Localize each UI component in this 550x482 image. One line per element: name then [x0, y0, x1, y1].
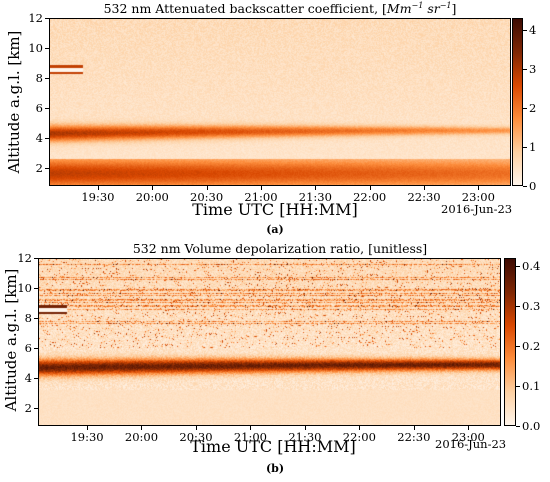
chart-b-colorbar-tick-label: 0.2 — [522, 339, 541, 353]
panel-a: 532 nm Attenuated backscatter coefficien… — [0, 0, 550, 240]
chart-a-xtick-label: 21:00 — [244, 190, 278, 204]
chart-a-ytick-mark — [45, 138, 49, 139]
chart-b-ytick-label: 12 — [17, 251, 32, 265]
chart-a-ytick-mark — [45, 18, 49, 19]
chart-a-xtick-label: 19:30 — [81, 190, 115, 204]
chart-b-xtick-label: 20:30 — [179, 430, 213, 444]
chart-b-colorbar-tick-mark — [516, 346, 520, 347]
chart-b-xtick-label: 22:30 — [397, 430, 431, 444]
chart-a-xtick-mark — [260, 186, 262, 190]
chart-a-colorbar-tick-label: 1 — [529, 139, 537, 154]
chart-a-xtick-mark — [97, 186, 99, 190]
chart-b-ytick-mark — [34, 378, 38, 379]
chart-a-ytick-mark — [45, 78, 49, 79]
chart-a-colorbar-tick-mark — [523, 29, 527, 31]
chart-b-colorbar — [504, 258, 516, 426]
chart-b-xtick-mark — [141, 426, 143, 430]
chart-b-xtick-mark — [413, 426, 415, 430]
chart-a-xlabel: Time UTC [HH:MM] — [192, 200, 358, 219]
chart-a-colorbar-tick-mark — [523, 186, 527, 187]
chart-b-xtick-mark — [250, 426, 252, 430]
chart-a-ytick-label: 2 — [35, 161, 43, 175]
chart-a-plot-area — [49, 18, 511, 186]
chart-a-ytick-mark — [45, 108, 49, 109]
chart-b-caption: (b) — [265, 462, 285, 475]
chart-a-ylabel: Altitude a.g.l. [km] — [5, 30, 23, 174]
chart-b-colorbar-tick-label: 0.1 — [522, 379, 541, 393]
chart-b-xtick-mark — [359, 426, 361, 430]
chart-a-ytick-label: 4 — [35, 131, 43, 145]
chart-a-title: 532 nm Attenuated backscatter coefficien… — [103, 1, 457, 17]
chart-a-colorbar-tick-mark — [523, 68, 527, 70]
chart-b-xlabel: Time UTC [HH:MM] — [190, 437, 356, 456]
chart-a-xtick-label: 22:00 — [353, 190, 387, 204]
chart-b-ytick-label: 4 — [24, 371, 32, 385]
chart-b-ytick-mark — [34, 408, 38, 409]
chart-a-ytick-mark — [45, 48, 49, 49]
chart-b-ylabel: Altitude a.g.l. [km] — [2, 268, 20, 412]
chart-a-ytick-label: 10 — [28, 41, 43, 55]
chart-a-xtick-mark — [369, 186, 371, 190]
chart-b-title: 532 nm Volume depolarization ratio, [uni… — [132, 241, 428, 256]
chart-a-colorbar — [512, 18, 523, 186]
chart-b-ytick-label: 2 — [24, 401, 32, 415]
chart-a-colorbar-tick-label: 2 — [529, 100, 537, 115]
chart-b-xtick-mark — [468, 426, 470, 430]
chart-a-heatmap — [50, 19, 510, 185]
chart-a-colorbar-tick-label: 4 — [529, 22, 537, 37]
chart-a-ytick-label: 8 — [35, 71, 43, 85]
chart-b-heatmap — [39, 259, 500, 425]
chart-b-colorbar-tick-mark — [516, 386, 520, 387]
chart-a-colorbar-tick-label: 3 — [529, 61, 537, 76]
chart-b-ytick-mark — [34, 258, 38, 259]
chart-a-caption: (a) — [266, 223, 284, 236]
chart-b-date: 2016-Jun-23 — [435, 437, 507, 451]
chart-b-ytick-label: 10 — [17, 281, 32, 295]
chart-b-xtick-label: 19:30 — [70, 430, 104, 444]
chart-a-xtick-label: 20:30 — [190, 190, 224, 204]
chart-b-colorbar-tick-mark — [516, 426, 520, 427]
chart-b-colorbar-tick-label: 0.0 — [522, 419, 541, 433]
chart-b-xtick-mark — [195, 426, 197, 430]
chart-b-ytick-mark — [34, 318, 38, 319]
chart-b-ytick-label: 8 — [24, 311, 32, 325]
chart-a-colorbar-tick-label: 0 — [529, 179, 537, 193]
chart-b-plot-area — [38, 258, 501, 426]
chart-a-xtick-mark — [152, 186, 154, 190]
chart-a-xtick-mark — [315, 186, 317, 190]
chart-a-ytick-mark — [45, 168, 49, 169]
chart-b-ytick-label: 6 — [24, 341, 32, 355]
chart-b-xtick-mark — [87, 426, 89, 430]
chart-b-xtick-label: 22:00 — [342, 430, 376, 444]
chart-b-colorbar-tick-mark — [516, 266, 520, 267]
chart-b-xtick-mark — [304, 426, 306, 430]
chart-a-xtick-label: 21:30 — [298, 190, 332, 204]
chart-a-xtick-mark — [478, 186, 480, 190]
chart-a-colorbar-tick-mark — [523, 107, 527, 109]
chart-b-colorbar-tick-label: 0.3 — [522, 299, 541, 313]
chart-b-ytick-mark — [34, 288, 38, 289]
chart-b-xtick-label: 21:30 — [288, 430, 322, 444]
chart-b-colorbar-tick-label: 0.4 — [522, 259, 541, 273]
chart-a-xtick-label: 20:00 — [135, 190, 169, 204]
chart-a-ytick-label: 12 — [28, 11, 43, 25]
chart-a-xtick-mark — [206, 186, 208, 190]
chart-a-colorbar-tick-mark — [523, 146, 527, 148]
chart-b-xtick-label: 23:00 — [451, 430, 485, 444]
chart-a-xtick-mark — [424, 186, 426, 190]
chart-b-colorbar-tick-mark — [516, 306, 520, 307]
panel-b: 532 nm Volume depolarization ratio, [uni… — [0, 240, 550, 482]
chart-a-date: 2016-Jun-23 — [441, 202, 513, 216]
chart-a-ytick-label: 6 — [35, 101, 43, 115]
chart-b-xtick-label: 20:00 — [124, 430, 159, 444]
chart-a-xtick-label: 23:00 — [461, 190, 495, 204]
chart-b-xtick-label: 21:00 — [233, 430, 267, 444]
chart-b-ytick-mark — [34, 348, 38, 349]
chart-a-xtick-label: 22:30 — [407, 190, 441, 204]
